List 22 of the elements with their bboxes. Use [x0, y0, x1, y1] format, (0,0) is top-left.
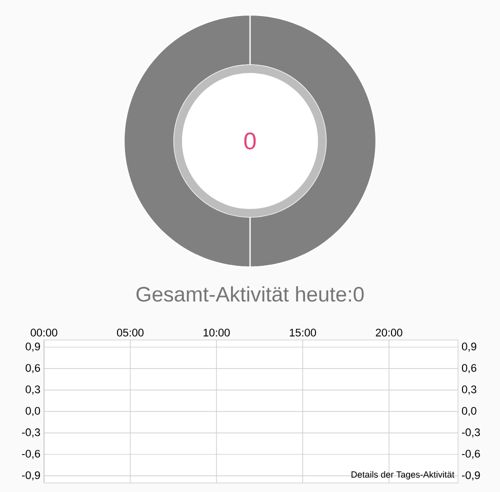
y2-tick-label: -0,6 — [462, 450, 480, 459]
y2-tick-label: 0,9 — [462, 342, 476, 352]
y2-tick-label: -0,3 — [462, 428, 480, 438]
text: 0 — [244, 132, 256, 150]
y-tick-label: 0,6 — [26, 364, 40, 374]
x-tick-label: 05:00 — [116, 328, 144, 336]
y2-tick-label: 0,6 — [462, 364, 476, 374]
annotation: Details der Tages-Aktivität — [352, 471, 454, 480]
y-tick-label: -0,3 — [22, 428, 40, 438]
y-tick-label: 0,0 — [26, 406, 40, 416]
x-tick-label: 15:00 — [290, 328, 316, 336]
y-tick-label: -0,6 — [22, 450, 40, 459]
y-tick-label: 0,3 — [26, 386, 40, 395]
y-tick-label: -0,9 — [22, 471, 40, 480]
text: Gesamt-Aktivität heute:0 — [136, 286, 364, 302]
x-tick-label: 10:00 — [204, 328, 230, 336]
x-tick-label: 20:00 — [376, 328, 402, 336]
y2-tick-label: 0,0 — [462, 406, 476, 416]
y2-tick-label: -0,9 — [462, 471, 480, 480]
x-tick-label: 00:00 — [30, 328, 58, 336]
y2-tick-label: 0,3 — [462, 386, 476, 395]
y-tick-label: 0,9 — [26, 342, 40, 352]
